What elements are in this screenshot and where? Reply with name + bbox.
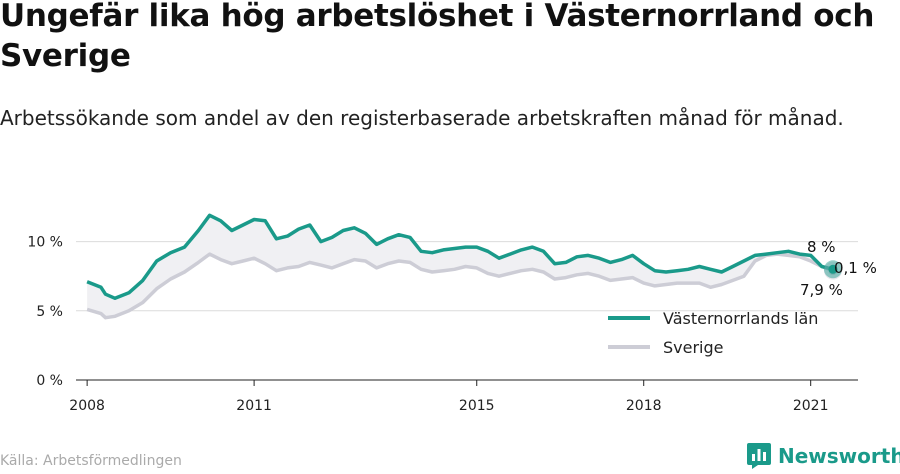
end-label-difference: 0,1 %: [834, 259, 877, 277]
legend: Västernorrlands län Sverige: [608, 309, 818, 357]
y-axis: 0 % 5 % 10 %: [27, 235, 63, 389]
x-tick-label: 2015: [459, 398, 495, 414]
end-label-sverige: 7,9 %: [800, 281, 843, 299]
x-axis: 2008 2011 2015 2018 2021: [69, 380, 829, 414]
y-tick-label: 0 %: [36, 373, 63, 389]
series-line-vasternorrland: [86, 213, 834, 301]
brand-logo: Newsworthy: [746, 442, 900, 470]
end-marker-vasternorrland: [828, 264, 838, 274]
x-tick-label: 2018: [626, 398, 662, 414]
brand-name: Newsworthy: [778, 444, 900, 468]
end-markers: [823, 260, 842, 280]
x-tick-label: 2011: [236, 398, 272, 414]
legend-label-sverige: Sverige: [663, 338, 724, 357]
y-tick-label: 5 %: [36, 304, 63, 320]
newsworthy-logo-icon: [747, 443, 771, 469]
x-tick-label: 2008: [69, 398, 105, 414]
chart-title: Ungefär lika hög arbetslöshet i Västerno…: [0, 0, 875, 74]
x-tick-label: 2021: [793, 398, 829, 414]
series-line-sverige: [86, 252, 834, 320]
chart-subtitle: Arbetssökande som andel av den registerb…: [0, 106, 844, 130]
source-credit: Källa: Arbetsförmedlingen: [0, 453, 182, 469]
end-label-vasternorrland: 8 %: [807, 238, 836, 256]
legend-label-vasternorrland: Västernorrlands län: [663, 309, 818, 328]
y-tick-label: 10 %: [27, 235, 63, 251]
